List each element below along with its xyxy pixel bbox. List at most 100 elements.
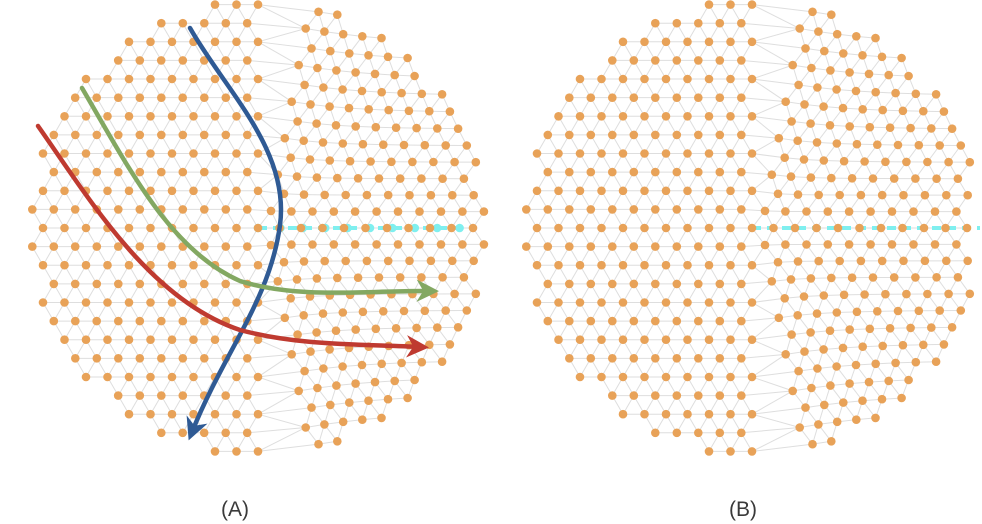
lattice-node [345,156,355,166]
lattice-node [747,409,757,419]
lattice-node [565,167,574,177]
lattice-node [146,149,155,158]
lattice-node [362,256,372,266]
lattice-node [242,18,252,28]
lattice-node [210,335,220,345]
lattice-node [286,153,296,162]
lattice-node [823,207,833,216]
lattice-node [232,298,241,307]
lattice-node [683,37,692,47]
lattice-node [458,207,467,216]
lattice-node [146,409,155,419]
lattice-node [325,156,335,165]
lattice-node [781,207,790,216]
lattice-node [704,0,714,9]
lattice-node [704,260,714,270]
lattice-node [820,400,829,410]
lattice-node [426,256,436,266]
lattice-node [806,274,816,283]
lattice-node [199,130,209,140]
lattice-node [103,260,112,270]
lattice-node [124,186,134,196]
lattice-node [135,279,145,289]
lattice-node [715,428,725,438]
lattice-node [210,186,220,196]
lattice-node [410,375,419,385]
lattice-node [390,376,400,386]
lattice-node [833,223,843,233]
lattice-node [358,415,367,425]
lattice-node [189,112,198,121]
lattice-node [597,298,606,307]
lattice-node [266,206,276,216]
lattice-edge [257,78,305,86]
lattice-node [618,37,628,47]
lattice-node [683,260,692,270]
lattice-node [178,391,188,400]
lattice-node [390,70,400,80]
lattice-node [299,136,309,145]
lattice-node [243,130,252,140]
lattice-node [893,140,903,150]
lattice-node [965,289,975,299]
lattice-node [864,69,874,79]
lattice-edge [751,101,786,117]
lattice-node [814,190,823,200]
lattice-node [947,323,957,332]
lattice-node [243,354,252,363]
lattice-node [575,260,585,270]
lattice-node [914,306,924,316]
lattice-node [704,37,714,47]
lattice-node [704,112,714,121]
lattice-node [793,136,802,145]
lattice-node [608,354,617,363]
lattice-node [832,29,842,39]
lattice-node [114,354,123,363]
lattice-node [629,354,639,363]
lattice-node [92,316,101,326]
lattice-edge [751,115,780,139]
lattice-node [760,206,770,216]
lattice-node [806,173,816,182]
lattice-edge [257,153,291,159]
lattice-node [300,80,309,90]
lattice-edge [751,115,792,122]
lattice-node [312,274,322,283]
lattice-node [839,398,848,407]
lattice-node [618,74,628,84]
lattice-node [296,223,306,233]
lattice-node [618,149,628,158]
lattice-node [947,124,957,133]
lattice-node [860,157,869,166]
lattice-node [694,279,703,289]
lattice-node [726,372,735,382]
lattice-node [618,112,628,121]
lattice-node [672,279,682,289]
lattice-node [852,32,861,41]
lattice-node [683,74,692,84]
lattice-node [243,242,252,251]
lattice-node [253,260,263,270]
lattice-node [858,51,867,60]
lattice-node [767,170,777,179]
lattice-node [747,298,757,307]
lattice-node [426,190,436,200]
lattice-node [704,372,714,382]
lattice-node [812,223,821,233]
lattice-node [715,167,725,177]
lattice-node [287,207,296,216]
lattice-node [403,393,412,403]
lattice-node [672,428,682,438]
lattice-node [683,149,692,158]
lattice-node [114,205,123,214]
lattice-node [640,335,649,345]
lattice-node [704,149,714,158]
lattice-node [308,207,317,216]
lattice-node [651,56,660,65]
lattice-node [565,93,574,102]
lattice-node [554,223,563,233]
lattice-node [415,240,424,249]
lattice-node [866,207,875,216]
lattice-node [167,409,177,419]
lattice-node [124,149,134,158]
